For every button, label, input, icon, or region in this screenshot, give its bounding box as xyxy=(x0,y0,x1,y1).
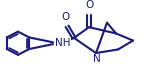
Text: NH: NH xyxy=(55,38,70,48)
Text: O: O xyxy=(86,0,94,10)
Text: O: O xyxy=(62,12,70,22)
Text: N: N xyxy=(93,54,101,64)
